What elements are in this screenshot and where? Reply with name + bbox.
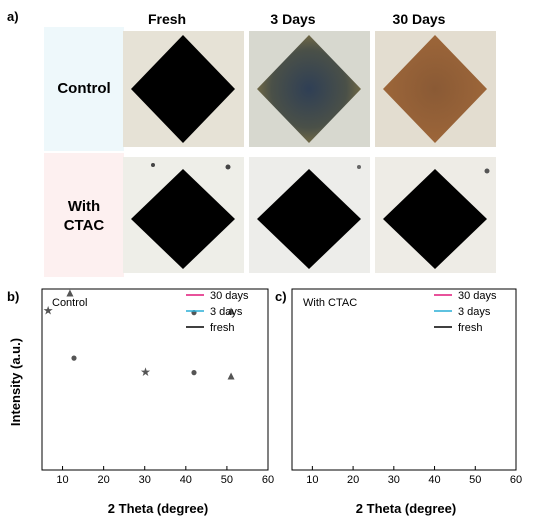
- chart-c-legend-label-1: 3 days: [458, 306, 491, 318]
- chart-c-xtick-label-30: 30: [388, 474, 400, 486]
- column-header-fresh: Fresh: [147, 11, 187, 27]
- column-header-3-days: 3 Days: [270, 11, 316, 27]
- chart-c-frame: [291, 288, 517, 471]
- chart-b-phase-marker-5: ●: [190, 305, 197, 319]
- chart-c-xtick-label-60: 60: [510, 474, 522, 486]
- chart-c-legend-label-0: 30 days: [458, 290, 497, 302]
- panel-a-letter: a): [7, 9, 19, 24]
- chart-b-phase-marker-0: ★: [43, 303, 54, 317]
- chart-b-panel-letter: b): [7, 289, 19, 304]
- chart-c-panel-letter: c): [275, 289, 287, 304]
- photo-control-fresh: [123, 31, 244, 147]
- row-label-control: Control: [44, 79, 124, 98]
- row-label-control-text: Control: [57, 80, 111, 97]
- row-label-ctac: With CTAC: [44, 197, 124, 235]
- column-header-30-days: 30 Days: [392, 11, 446, 27]
- chart-c-xtick-label-40: 40: [428, 474, 440, 486]
- chart-b-xtick-label-60: 60: [262, 474, 274, 486]
- row-label-ctac-line2: CTAC: [63, 217, 105, 234]
- chart-b-phase-marker-7: ●: [70, 350, 77, 364]
- chart-c-xtick-label-20: 20: [347, 474, 359, 486]
- row-bg-ctac: [44, 153, 124, 277]
- chart-b-ylabel: Intensity (a.u.): [8, 338, 23, 426]
- photo-ctac-30-days: [375, 157, 496, 273]
- chart-c: c) With CTAC 2 Theta (degree) 10 20 30 40 50…: [275, 287, 522, 516]
- sample-diamond: [131, 163, 235, 269]
- chart-c-xtick-label-50: 50: [469, 474, 481, 486]
- chart-b-xtick-label-50: 50: [221, 474, 233, 486]
- chart-b-phase-marker-6: ▲: [225, 303, 237, 317]
- sample-diamond: [383, 168, 490, 269]
- sample-diamond: [257, 165, 361, 269]
- sample-diamond: [131, 35, 235, 143]
- chart-b-phase-marker-10: ▲: [225, 369, 237, 383]
- chart-b-phase-marker-2: ▲: [112, 287, 124, 290]
- chart-b-phase-marker-8: ★: [140, 365, 151, 379]
- sample-diamond-degraded: [257, 35, 361, 143]
- photo-control-30-days: [375, 31, 496, 147]
- chart-b-xtick-label-40: 40: [180, 474, 192, 486]
- chart-b-phase-marker-3: ●: [123, 287, 130, 290]
- chart-b-xtick-label-10: 10: [56, 474, 68, 486]
- chart-b-phase-marker-1: ▲: [64, 287, 76, 299]
- chart-b-legend-label-0: 30 days: [210, 290, 249, 302]
- chart-b: b) Control Intensity (a.u.) 2 Theta (deg…: [0, 287, 274, 516]
- chart-b-xlabel: 2 Theta (degree): [108, 501, 208, 516]
- chart-b-legend-label-1: 3 days: [210, 306, 243, 318]
- chart-b-xtick-label-30: 30: [139, 474, 151, 486]
- chart-c-xlabel: 2 Theta (degree): [356, 501, 456, 516]
- chart-b-legend-label-2: fresh: [210, 322, 234, 334]
- photo-ctac-fresh: [123, 157, 244, 273]
- photo-ctac-3-days: [249, 157, 370, 273]
- chart-b-phase-marker-9: ●: [190, 365, 197, 379]
- row-bg-control: [44, 27, 124, 151]
- chart-b-title: Control: [52, 297, 87, 309]
- chart-c-xtick-label-10: 10: [306, 474, 318, 486]
- photo-control-3-days: [249, 31, 370, 147]
- chart-b-frame: [41, 288, 269, 471]
- chart-b-xtick-label-20: 20: [98, 474, 110, 486]
- chart-c-title: With CTAC: [303, 297, 357, 309]
- chart-c-legend-label-2: fresh: [458, 322, 482, 334]
- sample-diamond-degraded: [383, 35, 487, 143]
- row-label-ctac-line1: With: [67, 198, 101, 215]
